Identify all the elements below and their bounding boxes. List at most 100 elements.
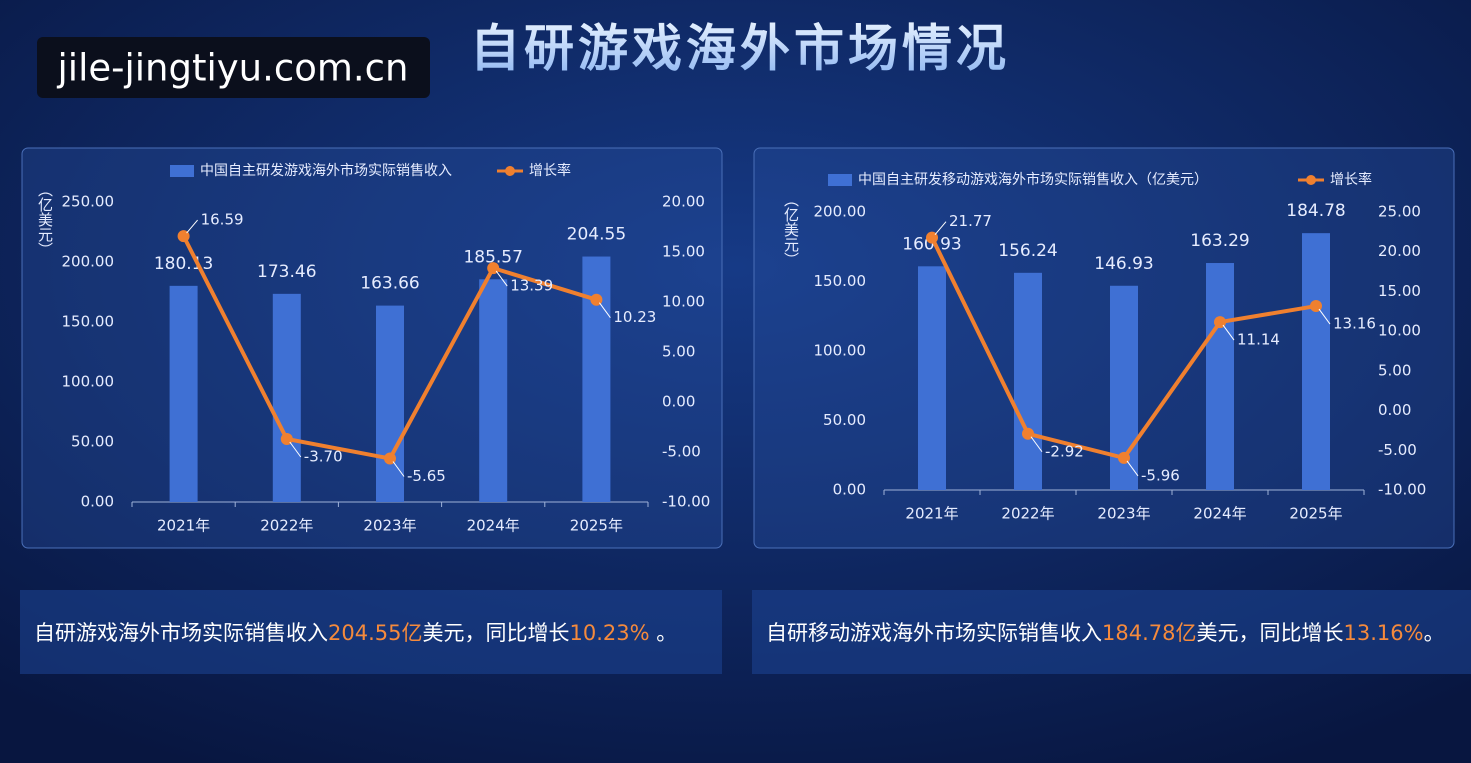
line-value-label: -5.96 (1141, 466, 1180, 484)
bar (582, 256, 611, 502)
y2-tick-label: 0.00 (1378, 401, 1411, 419)
summary-box (752, 590, 1471, 674)
x-tick-label: 2021年 (157, 517, 210, 535)
summary-part: 美元，同比增长 (422, 621, 569, 645)
watermark-box (37, 37, 430, 98)
y2-tick-label: -10.00 (1378, 481, 1426, 499)
y-tick-label: 200.00 (62, 253, 115, 271)
summary-text: 自研移动游戏海外市场实际销售收入184.78亿美元，同比增长13.16%。 (766, 621, 1445, 645)
summary-highlight: 204.55亿 (328, 621, 422, 645)
y2-tick-label: 25.00 (1378, 203, 1421, 221)
y2-tick-label: 5.00 (1378, 361, 1411, 379)
y2-tick-label: 15.00 (1378, 282, 1421, 300)
line-value-label: 13.39 (510, 277, 553, 295)
line-value-label: 11.14 (1237, 331, 1280, 349)
y2-tick-label: -5.00 (662, 443, 701, 461)
bar (479, 279, 508, 502)
y2-tick-label: 0.00 (662, 393, 695, 411)
y-tick-label: 0.00 (833, 481, 866, 499)
y-tick-label: 200.00 (814, 203, 867, 221)
chart-panel (21, 147, 723, 549)
bar-value-label: 156.24 (998, 241, 1057, 261)
bar (169, 285, 198, 502)
x-tick-label: 2021年 (905, 505, 958, 523)
y-axis-label: （亿美元） (36, 182, 54, 257)
summary-part: 。 (1424, 621, 1445, 645)
label-leader (598, 302, 611, 318)
summary-part: 自研移动游戏海外市场实际销售收入 (766, 621, 1102, 645)
bar-value-label: 163.66 (360, 274, 419, 294)
y-tick-label: 50.00 (823, 411, 866, 429)
label-leader (186, 219, 198, 234)
y2-tick-label: 20.00 (1378, 242, 1421, 260)
x-tick-label: 2023年 (363, 517, 416, 535)
x-tick-label: 2025年 (570, 517, 623, 535)
bar (1206, 263, 1234, 490)
y-tick-label: 100.00 (814, 342, 867, 360)
y-tick-label: 250.00 (62, 193, 115, 211)
label-leader (289, 441, 302, 458)
y2-tick-label: 10.00 (1378, 322, 1421, 340)
y2-tick-label: 5.00 (662, 343, 695, 361)
y-axis-label: （亿美元） (782, 192, 800, 267)
label-leader (392, 461, 405, 477)
summary-highlight: 184.78亿 (1102, 621, 1196, 645)
legend-swatch (828, 174, 852, 186)
x-tick-label: 2023年 (1097, 505, 1150, 523)
legend-label: 增长率 (1330, 171, 1372, 188)
line-value-label: 21.77 (949, 212, 992, 230)
legend-dot (1306, 175, 1316, 185)
bar (376, 305, 404, 502)
label-leader (1126, 460, 1139, 477)
bar-value-label: 180.13 (154, 254, 213, 274)
x-tick-label: 2022年 (1001, 505, 1054, 523)
bar-value-label: 185.57 (463, 247, 522, 267)
y2-tick-label: -10.00 (662, 493, 710, 511)
bar-value-label: 204.55 (567, 225, 626, 245)
label-leader (1222, 324, 1235, 341)
x-tick-label: 2025年 (1289, 505, 1342, 523)
y-tick-label: 0.00 (81, 493, 114, 511)
y-tick-label: 150.00 (62, 313, 115, 331)
bar (918, 266, 946, 490)
legend-label: 增长率 (529, 162, 571, 179)
page-title: 自研游戏海外市场情况 (470, 20, 1010, 78)
bar-value-label: 184.78 (1286, 201, 1345, 221)
line-value-label: -5.65 (407, 467, 446, 485)
x-tick-label: 2024年 (1193, 505, 1246, 523)
watermark: jile-jingtiyu.com.cn (57, 47, 409, 90)
line-value-label: 16.59 (201, 211, 244, 229)
y2-tick-label: 15.00 (662, 243, 705, 261)
summary-box (20, 590, 722, 674)
y2-tick-label: -5.00 (1378, 441, 1417, 459)
y-tick-label: 50.00 (71, 433, 114, 451)
legend-swatch (170, 165, 194, 177)
bar-value-label: 173.46 (257, 262, 316, 282)
bar (1302, 233, 1330, 490)
label-leader (934, 221, 947, 235)
bar (1014, 272, 1042, 490)
summary-part: 。 (650, 621, 678, 645)
legend-dot (505, 166, 515, 176)
summary-part: 美元，同比增长 (1196, 621, 1343, 645)
bar (272, 293, 301, 502)
legend-label: 中国自主研发移动游戏海外市场实际销售收入（亿美元） (858, 171, 1208, 188)
y2-tick-label: 10.00 (662, 293, 705, 311)
x-tick-label: 2022年 (260, 517, 313, 535)
summary-text: 自研游戏海外市场实际销售收入204.55亿美元，同比增长10.23% 。 (34, 621, 677, 645)
label-leader (1318, 308, 1331, 325)
line-value-label: -3.70 (304, 448, 343, 466)
label-leader (1030, 436, 1043, 453)
summary-part: 自研游戏海外市场实际销售收入 (34, 621, 328, 645)
x-tick-label: 2024年 (467, 517, 520, 535)
y2-tick-label: 20.00 (662, 193, 705, 211)
y-tick-label: 100.00 (62, 373, 115, 391)
summary-highlight: 13.16% (1343, 621, 1423, 645)
legend-label: 中国自主研发游戏海外市场实际销售收入 (200, 162, 452, 179)
summary-highlight: 10.23% (569, 621, 649, 645)
line-value-label: 10.23 (613, 308, 656, 326)
y-tick-label: 150.00 (814, 272, 867, 290)
bar-value-label: 146.93 (1094, 254, 1153, 274)
